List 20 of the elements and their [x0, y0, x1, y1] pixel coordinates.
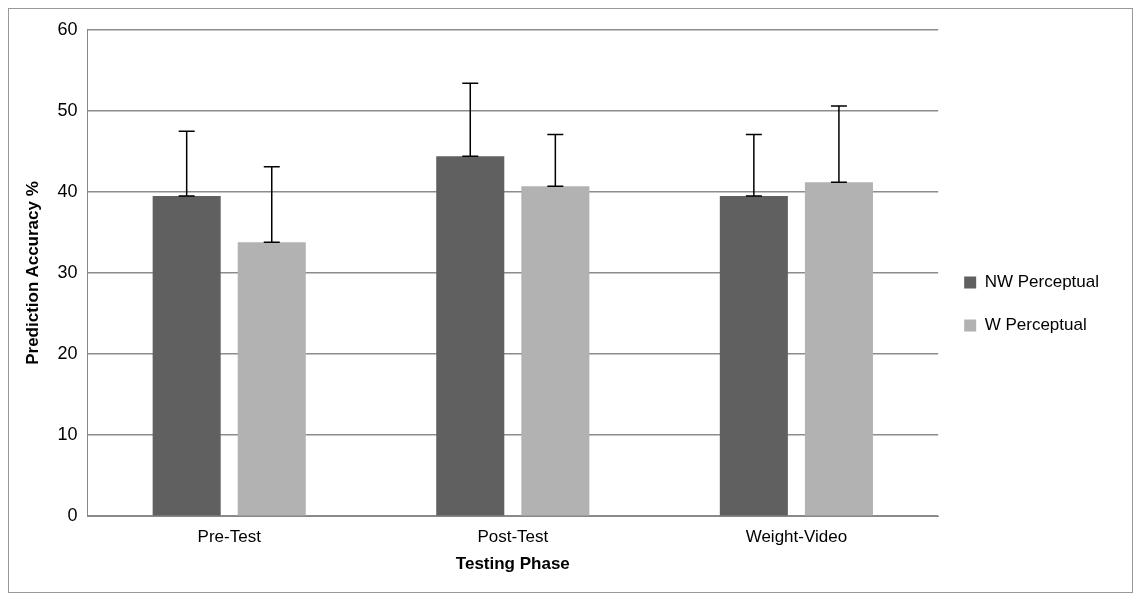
y-tick-label: 40 — [57, 180, 78, 201]
x-tick-label: Pre-Test — [197, 527, 262, 547]
y-tick-label: 50 — [57, 99, 78, 120]
y-tick-label: 0 — [67, 505, 78, 526]
y-tick-label: 20 — [57, 343, 78, 364]
x-tick-label: Weight-Video — [745, 527, 848, 547]
y-axis-title: Prediction Accuracy % — [22, 181, 42, 365]
x-axis-title: Testing Phase — [455, 554, 570, 574]
legend-label: W Perceptual — [984, 315, 1087, 335]
x-tick-label: Post-Test — [477, 527, 549, 547]
bar — [237, 242, 306, 516]
y-tick-label: 60 — [57, 18, 78, 39]
bar — [804, 182, 873, 516]
y-tick-label: 10 — [57, 424, 78, 445]
bar — [152, 195, 221, 516]
y-tick-label: 30 — [57, 261, 78, 282]
bar — [436, 156, 505, 516]
bar — [719, 195, 788, 516]
legend-label: NW Perceptual — [984, 272, 1100, 292]
bar — [521, 186, 590, 516]
